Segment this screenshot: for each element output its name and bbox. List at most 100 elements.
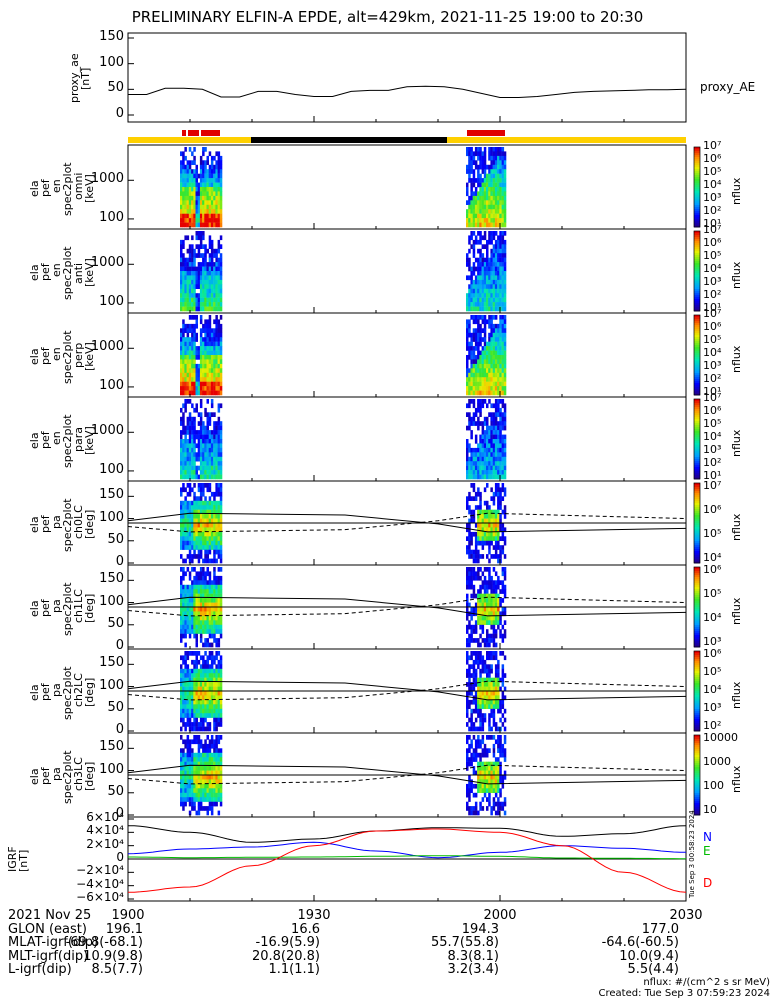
spectrum-pixel (191, 761, 194, 767)
spectrum-pixel (188, 341, 192, 347)
spectrum-pixel (503, 239, 507, 245)
colorbar-segment (694, 457, 700, 460)
spectrum-pixel (483, 487, 487, 493)
spectrum-pixel (180, 151, 183, 157)
spectrum-pixel (490, 218, 493, 223)
spectrum-pixel (208, 323, 212, 329)
spectrum-pixel (199, 416, 203, 422)
spectrum-pixel (202, 567, 205, 572)
spectrum-pixel (472, 403, 476, 409)
colorbar-segment (694, 767, 700, 770)
spectrum-pixel (195, 403, 198, 409)
spectrum-pixel (215, 191, 218, 197)
spectrum-pixel (188, 602, 192, 608)
spectrum-pixel (188, 523, 192, 528)
spectrum-pixel (197, 682, 201, 687)
spectrum-pixel (501, 412, 505, 417)
spectrum-pixel (468, 783, 471, 789)
spectrum-pixel (180, 368, 183, 373)
spectrum-pixel (474, 792, 478, 798)
spectrum-pixel (195, 279, 198, 285)
spectrum-pixel (470, 235, 473, 241)
spectrum-pixel (215, 580, 218, 585)
spectrum-pixel (470, 195, 473, 201)
spectrum-pixel (206, 425, 209, 431)
spectrum-pixel (206, 567, 209, 572)
spectrum-pixel (483, 155, 487, 161)
spectrum-pixel (213, 505, 216, 510)
spectrum-pixel (468, 509, 471, 515)
spectrum-pixel (477, 275, 480, 281)
igrf-side-timestamp: Tue Sep 3 00:58:23 2024 (688, 810, 696, 898)
colorbar-segment (694, 663, 700, 666)
colorbar-tick-label: 10⁵ (703, 165, 722, 178)
spectrum-pixel (210, 209, 214, 214)
spectrum-pixel (472, 456, 476, 462)
colorbar-tick-label: 10⁷ (703, 479, 722, 492)
spectrum-pixel (204, 350, 207, 356)
spectrum-pixel (472, 792, 476, 798)
spectrum-pixel (215, 518, 218, 524)
spectrum-pixel (494, 213, 498, 219)
spectrum-pixel (486, 509, 489, 515)
spectrum-pixel (195, 474, 198, 480)
spectrum-pixel (468, 673, 471, 678)
spectrum-pixel (468, 218, 471, 223)
spectrum-pixel (217, 363, 221, 369)
spectrum-pixel (202, 518, 205, 524)
spectrum-pixel (481, 164, 485, 170)
spectrum-pixel (188, 456, 192, 462)
spectrum-pixel (497, 372, 500, 378)
spectrum-pixel (497, 425, 500, 431)
colorbar-segment (694, 251, 700, 254)
spectrum-pixel (217, 323, 221, 329)
spectrum-pixel (479, 332, 482, 338)
spectrum-pixel (494, 421, 498, 426)
spectrum-pixel (483, 540, 487, 546)
spectrum-pixel (213, 682, 216, 687)
spectrum-pixel (501, 231, 505, 236)
spectrum-pixel (199, 474, 203, 480)
spectrum-pixel (501, 235, 505, 241)
spectrum-pixel (477, 575, 480, 581)
spectrum-pixel (204, 620, 207, 625)
spectrum-pixel (180, 372, 183, 378)
colorbar-tick-label: 10⁴ (703, 178, 722, 191)
spectrum-pixel (501, 536, 505, 541)
colorbar-frame (693, 398, 701, 480)
spectrum-pixel (217, 187, 221, 192)
spectrum-pixel (488, 527, 491, 533)
colorbar-segment (694, 545, 700, 548)
spectrum-pixel (210, 372, 214, 378)
igrf-ylabel-line: [nT] (17, 849, 30, 872)
spectrum-pixel (191, 288, 194, 294)
spectrum-pixel (202, 257, 205, 263)
spectrum-pixel (494, 686, 498, 692)
colorbar-segment (694, 403, 700, 406)
spectrum-pixel (188, 430, 192, 435)
spectrum-pixel (468, 447, 471, 453)
spectrum-pixel (486, 204, 489, 210)
spectrum-pixel (199, 487, 203, 493)
spectrum-pixel (195, 677, 198, 683)
spectrum-pixel (217, 456, 221, 462)
spectrum-pixel (503, 231, 507, 236)
spectrum-pixel (492, 514, 496, 519)
spectrum-pixel (182, 200, 185, 205)
spectrum-pixel (188, 266, 192, 272)
colorbar-segment (694, 803, 700, 806)
spectrum-pixel (204, 779, 207, 785)
spectrum-pixel (215, 655, 218, 661)
colorbar-tick-label: 10⁴ (703, 346, 722, 359)
spectrum-pixel (501, 571, 505, 577)
spectrum-pixel (474, 682, 478, 687)
spectrum-pixel (213, 412, 216, 417)
spectrum-pixel (197, 248, 201, 254)
spectrum-pixel (494, 288, 498, 294)
spectrum-pixel (217, 575, 221, 581)
spectrum-pixel (193, 801, 196, 807)
spectrum-pixel (199, 377, 203, 382)
spectrum-pixel (195, 708, 198, 714)
spectrum-pixel (199, 381, 203, 387)
spectrum-pixel (213, 527, 216, 533)
